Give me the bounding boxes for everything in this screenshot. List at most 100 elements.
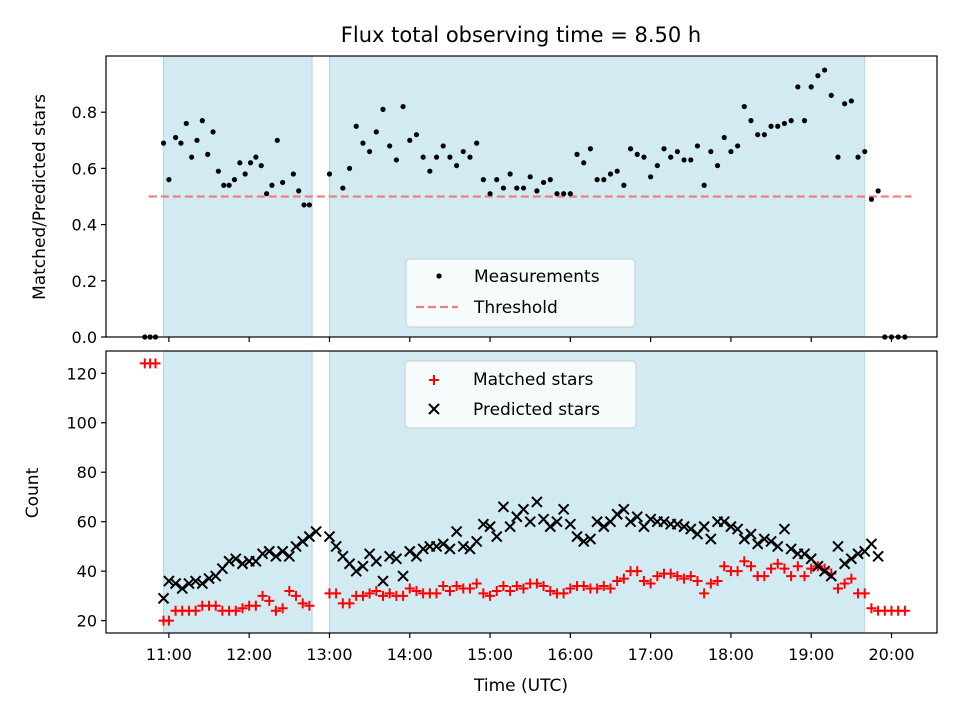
predicted-star-point	[517, 503, 530, 516]
predicted-star-point	[437, 538, 449, 550]
predicted-star-point	[484, 520, 496, 533]
matched-star-point	[638, 576, 649, 587]
measurement-point	[500, 185, 507, 191]
legend-measurements-marker	[436, 273, 442, 279]
matched-star-point	[384, 588, 395, 599]
matched-star-point	[739, 556, 750, 567]
measurement-point	[808, 84, 814, 90]
measurement-point	[447, 154, 453, 160]
predicted-star-point	[852, 548, 864, 560]
x-tick-label: 13:00	[306, 645, 352, 664]
y-tick-label: 20	[77, 612, 97, 631]
measurement-point	[507, 171, 513, 177]
measurement-point	[215, 168, 222, 174]
measurement-point	[848, 98, 854, 104]
matched-star-point	[578, 581, 589, 591]
measurement-point	[194, 137, 200, 143]
matched-star-point	[605, 583, 616, 594]
measurement-point	[380, 106, 386, 112]
matched-star-point	[618, 573, 629, 584]
predicted-star-point	[323, 530, 336, 543]
predicted-star-point	[270, 550, 282, 563]
matched-star-point	[766, 563, 777, 574]
matched-star-point	[799, 571, 810, 582]
measurement-point	[274, 137, 280, 143]
x-axis-label: Time (UTC)	[473, 676, 568, 696]
matched-star-point	[719, 561, 730, 572]
bottom-y-axis-label: Count	[23, 467, 43, 518]
predicted-star-point	[390, 553, 403, 565]
matched-star-point	[257, 590, 268, 601]
legend-measurements-label: Measurements	[474, 267, 600, 287]
predicted-star-point	[745, 528, 757, 540]
measurement-point	[353, 123, 359, 129]
measurement-point	[761, 132, 767, 138]
measurement-point	[607, 171, 614, 177]
y-tick-label: 0.6	[72, 159, 97, 178]
measurement-point	[748, 118, 754, 124]
predicted-star-point	[236, 558, 249, 570]
predicted-star-point	[798, 548, 811, 560]
predicted-star-point	[357, 560, 369, 572]
predicted-star-point	[678, 520, 690, 533]
measurement-point	[674, 148, 680, 155]
matched-star-point	[471, 578, 482, 589]
measurement-point	[183, 120, 189, 127]
predicted-star-point	[731, 523, 744, 535]
measurement-point	[788, 118, 794, 124]
predicted-star-point	[524, 515, 536, 528]
predicted-star-point	[778, 523, 791, 535]
matched-star-point	[404, 583, 415, 594]
measurement-point	[242, 171, 248, 177]
legend-threshold-label: Threshold	[473, 298, 558, 318]
predicted-star-point	[310, 525, 322, 538]
predicted-star-point	[377, 575, 389, 587]
matched-star-point	[692, 576, 703, 587]
predicted-star-point	[230, 553, 242, 565]
measurement-point	[205, 151, 211, 157]
measurement-point	[868, 196, 875, 202]
predicted-star-point	[658, 515, 670, 528]
predicted-star-point	[450, 525, 463, 538]
measurement-point	[648, 174, 654, 180]
matched-star-point	[592, 583, 603, 594]
predicted-star-point	[785, 543, 797, 555]
figure-title: Flux total observing time = 8.50 h	[341, 23, 701, 47]
measurement-point	[340, 185, 346, 191]
matched-star-point	[685, 571, 696, 582]
measurement-point	[614, 168, 620, 174]
predicted-star-point	[404, 545, 416, 558]
matched-star-point	[531, 578, 542, 589]
matched-star-point	[565, 583, 576, 594]
predicted-star-point	[457, 540, 469, 553]
measurement-point	[494, 177, 500, 183]
predicted-star-point	[705, 533, 717, 545]
measurement-point	[440, 143, 446, 149]
measurement-point	[587, 146, 594, 152]
matched-star-point	[759, 571, 770, 582]
matched-star-point	[598, 581, 609, 591]
measurement-point	[474, 140, 480, 146]
measurement-point	[741, 103, 747, 110]
measurement-point	[842, 101, 848, 107]
predicted-star-point	[578, 535, 590, 548]
top-legend-box	[405, 258, 636, 328]
predicted-star-point	[598, 520, 610, 533]
matched-star-point	[839, 578, 850, 589]
matched-star-point	[779, 563, 790, 574]
measurement-point	[520, 185, 527, 191]
matched-star-point	[264, 595, 275, 606]
measurement-point	[400, 103, 406, 110]
y-tick-label: 100	[66, 414, 97, 433]
predicted-stars-layer	[157, 496, 884, 605]
matched-star-point	[511, 581, 522, 591]
measurement-point	[634, 151, 640, 157]
predicted-star-point	[504, 520, 516, 533]
matched-star-point	[411, 585, 422, 596]
matched-star-point	[652, 571, 663, 582]
measurement-point	[413, 132, 420, 138]
measurement-point	[708, 148, 714, 155]
matched-star-point	[210, 600, 221, 611]
top-y-ticks: 0.0 0.2 0.4 0.6 0.8	[72, 103, 106, 347]
top-y-axis-label: Matched/Predicted stars	[30, 94, 50, 300]
